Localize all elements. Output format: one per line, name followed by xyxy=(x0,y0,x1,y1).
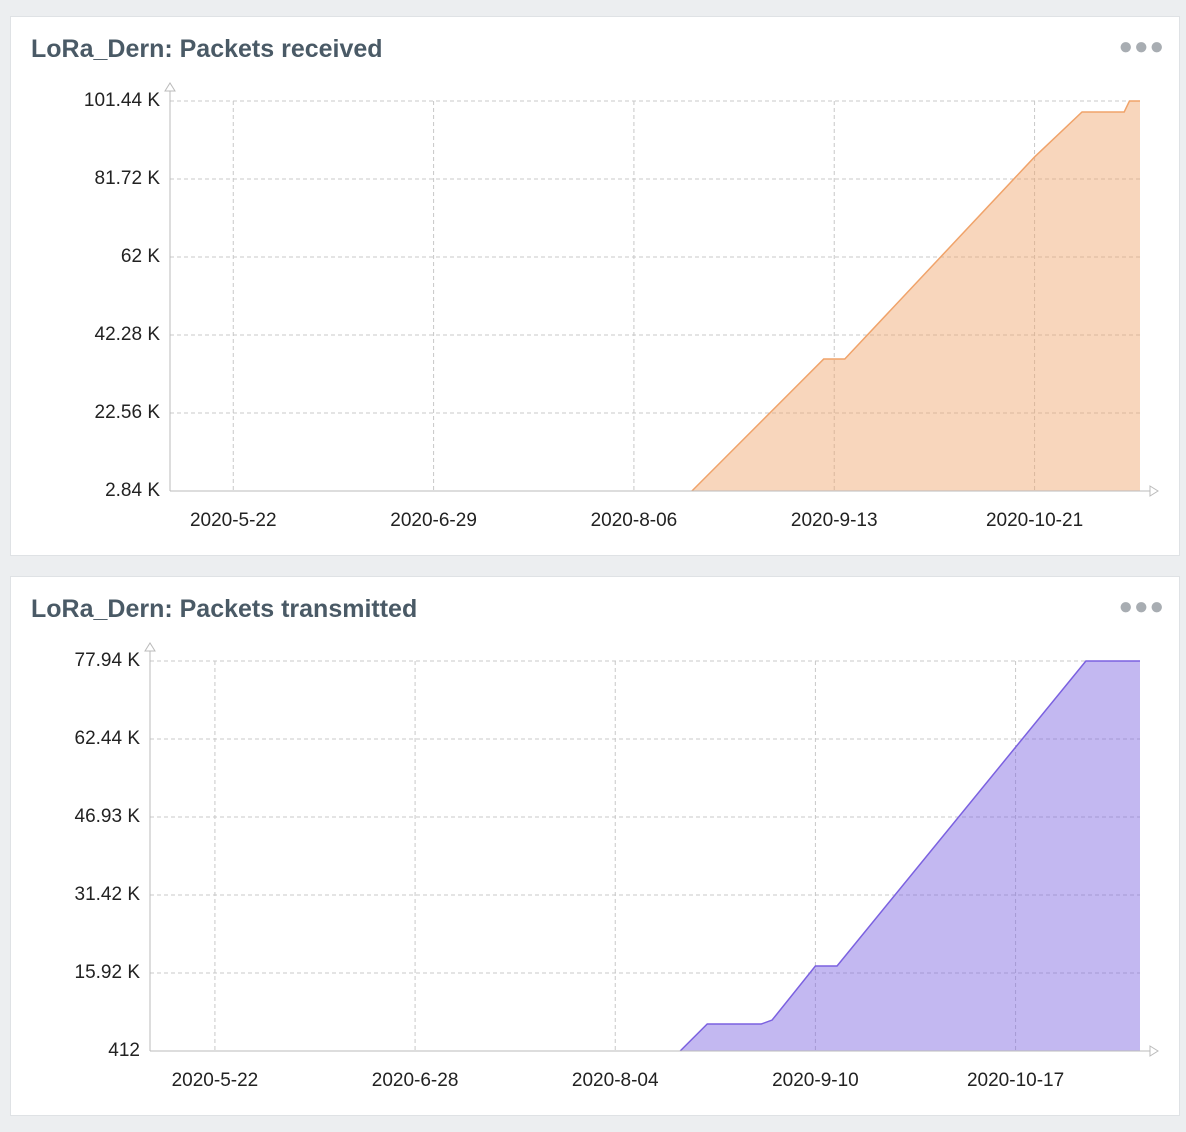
area xyxy=(691,101,1140,491)
x-tick-label: 2020-6-28 xyxy=(372,1070,459,1091)
panel: LoRa_Dern: Packets transmitted ●●● xyxy=(10,576,1180,1116)
x-tick-label: 2020-8-04 xyxy=(572,1070,659,1091)
panel-title: LoRa_Dern: Packets transmitted xyxy=(31,595,418,623)
menu-icon[interactable]: ●●● xyxy=(1118,593,1165,620)
x-tick-label: 2020-5-22 xyxy=(190,510,277,531)
axis-arrow xyxy=(1149,1045,1159,1057)
panel-title: LoRa_Dern: Packets received xyxy=(31,35,383,63)
y-tick-label: 62 K xyxy=(121,246,160,267)
x-tick-label: 2020-9-10 xyxy=(772,1070,859,1091)
y-tick-label: 31.42 K xyxy=(75,884,141,905)
x-tick-label: 2020-10-21 xyxy=(986,510,1083,531)
y-tick-label: 101.44 K xyxy=(84,90,160,111)
y-tick-label: 62.44 K xyxy=(75,728,141,749)
axis-arrow xyxy=(164,82,176,92)
line xyxy=(679,660,1140,1052)
x-tick-label: 2020-9-13 xyxy=(791,510,878,531)
y-tick-label: 2.84 K xyxy=(105,480,160,501)
axis-arrow xyxy=(1149,485,1159,497)
y-tick-label: 15.92 K xyxy=(75,962,141,983)
y-tick-label: 81.72 K xyxy=(95,168,161,189)
y-tick-label: 412 xyxy=(108,1040,140,1061)
x-tick-label: 2020-8-06 xyxy=(591,510,678,531)
x-tick-label: 2020-6-29 xyxy=(390,510,477,531)
x-tick-label: 2020-10-17 xyxy=(967,1070,1064,1091)
panel: LoRa_Dern: Packets received ●●● xyxy=(10,16,1180,556)
area xyxy=(680,661,1140,1051)
y-tick-label: 22.56 K xyxy=(95,402,161,423)
y-tick-label: 46.93 K xyxy=(75,806,141,827)
line xyxy=(691,100,1140,492)
y-tick-label: 42.28 K xyxy=(95,324,161,345)
menu-icon[interactable]: ●●● xyxy=(1118,33,1165,60)
x-tick-label: 2020-5-22 xyxy=(172,1070,259,1091)
axis-arrow xyxy=(144,642,156,652)
y-tick-label: 77.94 K xyxy=(75,650,141,671)
